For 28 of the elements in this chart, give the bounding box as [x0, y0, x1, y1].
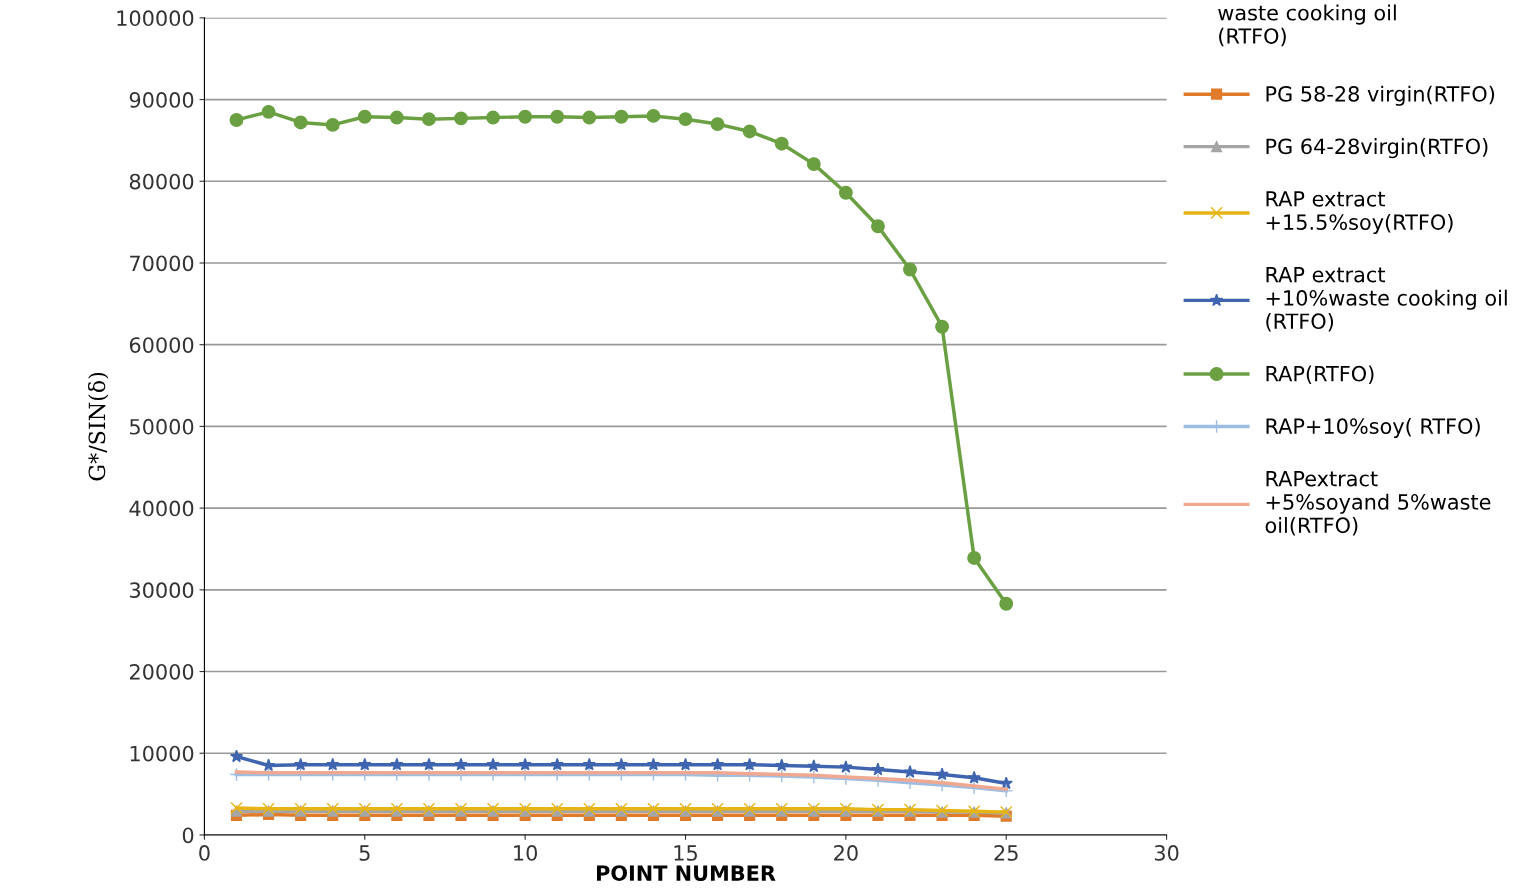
- y-tick-label: 80000: [129, 173, 194, 190]
- y-tick-label: 60000: [129, 337, 194, 353]
- y-tick-label: 100000: [117, 10, 194, 27]
- legend-label: RAP+10%soy( RTFO): [1266, 417, 1480, 439]
- x-axis-title: POINT NUMBER: [596, 865, 776, 881]
- text: waste cooking oil (RTFO): [1218, 4, 1396, 47]
- x-tick-label: 0: [199, 845, 210, 861]
- legend-label: RAP extract +15.5%soy(RTFO): [1266, 191, 1453, 235]
- y-tick-label: 50000: [130, 418, 194, 435]
- legend-label: PG 64-28virgin(RTFO): [1266, 138, 1488, 159]
- y-tick-label: 0: [182, 827, 194, 844]
- x-tick-label: 5: [359, 845, 370, 861]
- y-tick-label: 70000: [130, 255, 194, 272]
- legend-label: RAP extract +10%waste cooking oil (RTFO): [1266, 266, 1507, 332]
- y-tick-label: 10000: [130, 745, 194, 762]
- legend-label: RAPextract +5%soyand 5%waste oil(RTFO): [1265, 470, 1491, 536]
- x-tick-label: 10: [514, 845, 538, 861]
- y-tick-label: 30000: [130, 582, 194, 599]
- x-tick-label: 30: [1154, 845, 1179, 861]
- legend-label: PG 58-28 virgin(RTFO): [1266, 85, 1495, 106]
- x-tick-label: 20: [834, 845, 858, 861]
- x-tick-label: 15: [674, 845, 697, 861]
- y-tick-label: 20000: [129, 663, 194, 680]
- y-tick-label: 40000: [129, 500, 194, 517]
- legend-label: RAP(RTFO): [1266, 365, 1374, 385]
- y-axis-title: G*/SIN(δ): [87, 372, 109, 481]
- y-tick-label: 90000: [129, 92, 194, 108]
- x-tick-label: 25: [994, 845, 1018, 861]
